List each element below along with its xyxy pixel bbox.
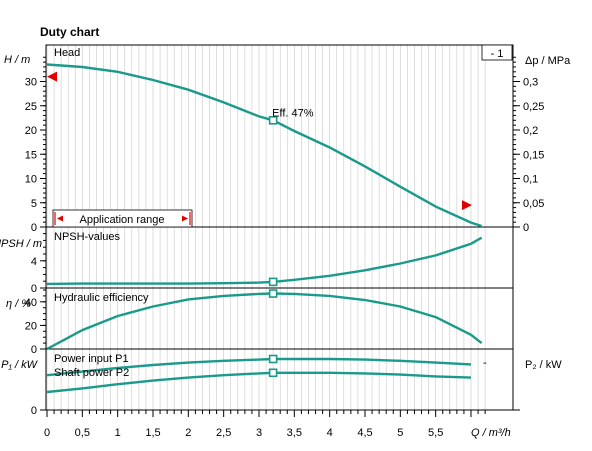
- x-tick-label: 0,5: [75, 427, 90, 439]
- x-tick-label: 5,5: [428, 427, 443, 439]
- power-left-tick-label: 0: [31, 405, 37, 417]
- power-p1-axis-label: P₁ / kW: [1, 359, 38, 371]
- power-marker-1: [268, 354, 278, 364]
- curve-layer: [46, 63, 483, 394]
- head-right-tick-label: 0,2: [523, 125, 538, 137]
- head-right-tick-label: 0,15: [523, 149, 544, 161]
- x-tick-label: 5: [397, 427, 403, 439]
- application-range-arrow-right: [182, 215, 188, 222]
- head-right-tick-label: 0,3: [523, 77, 538, 89]
- npsh-curve: [46, 236, 483, 286]
- npsh-marker: [268, 277, 278, 287]
- head-curve: [46, 63, 482, 228]
- npsh-series-label: NPSH-values: [54, 231, 121, 243]
- duty-point-label: Eff. 47%: [272, 107, 314, 119]
- power-right-dash: -: [483, 357, 487, 369]
- x-tick-label: 1: [115, 427, 121, 439]
- application-range-label: Application range: [79, 214, 164, 226]
- head-right-tick-label: 0,25: [523, 101, 544, 113]
- x-tick-label: 2,5: [216, 427, 231, 439]
- power-p1-series-label: Power input P1: [54, 353, 129, 365]
- head-left-tick-label: 20: [25, 125, 37, 137]
- power-panel-frame: [45, 348, 514, 411]
- npsh-left-tick-label: 4: [31, 256, 37, 268]
- x-tick-label: 3: [256, 427, 262, 439]
- x-tick-label: 3,5: [287, 427, 302, 439]
- x-tick-label: 4,5: [357, 427, 372, 439]
- label-layer: 0510152025300402040000,050,10,150,20,250…: [0, 44, 571, 439]
- tick-layer: [40, 56, 520, 417]
- efficiency-left-tick-label: 0: [31, 344, 37, 356]
- x-tick-label: 1,5: [145, 427, 160, 439]
- efficiency-y-axis-label: η / %: [6, 298, 31, 310]
- x-tick-label: 2: [185, 427, 191, 439]
- x-tick-label: 4: [327, 427, 333, 439]
- head-y-axis-label: H / m: [4, 54, 30, 66]
- power-curve-1: [46, 357, 472, 377]
- x-axis-label: Q / m³/h: [471, 427, 511, 439]
- frame-layer: [45, 44, 514, 411]
- x-tick-label: 0: [44, 427, 50, 439]
- chart-title: Duty chart: [40, 25, 99, 39]
- range-start-marker: [47, 71, 57, 82]
- head-duty-point: [268, 116, 278, 125]
- power-p2-series-label: Shaft power P2: [54, 367, 129, 379]
- head-right-axis-label: Δp / MPa: [525, 55, 571, 67]
- npsh-y-axis-label: NPSH / m: [0, 238, 42, 250]
- efficiency-left-tick-label: 40: [25, 297, 37, 309]
- head-series-label: Head: [54, 47, 80, 59]
- curve-number-badge-frame: [481, 44, 513, 61]
- head-right-tick-label: 0,05: [523, 198, 544, 210]
- head-left-tick-label: 15: [25, 149, 37, 161]
- head-right-tick-label: 0: [523, 222, 529, 234]
- npsh-left-tick-label: 0: [31, 283, 37, 295]
- efficiency-marker: [268, 289, 278, 298]
- power-marker-2: [268, 368, 278, 378]
- efficiency-left-tick-label: 20: [25, 320, 37, 332]
- efficiency-series-label: Hydraulic efficiency: [54, 292, 149, 304]
- head-left-tick-label: 5: [31, 198, 37, 210]
- efficiency-curve: [46, 292, 483, 351]
- curve-number-badge: - 1: [491, 48, 504, 60]
- head-left-tick-label: 0: [31, 222, 37, 234]
- power-p2-axis-label: P₂ / kW: [525, 359, 562, 371]
- power-curve-2: [46, 371, 472, 394]
- range-end-marker: [462, 200, 472, 211]
- head-right-tick-label: 0,1: [523, 174, 538, 186]
- head-left-tick-label: 25: [25, 101, 37, 113]
- application-range-arrow-left: [57, 215, 63, 222]
- head-left-tick-label: 30: [25, 77, 37, 89]
- head-left-tick-label: 10: [25, 174, 37, 186]
- application-range-box: [52, 209, 193, 228]
